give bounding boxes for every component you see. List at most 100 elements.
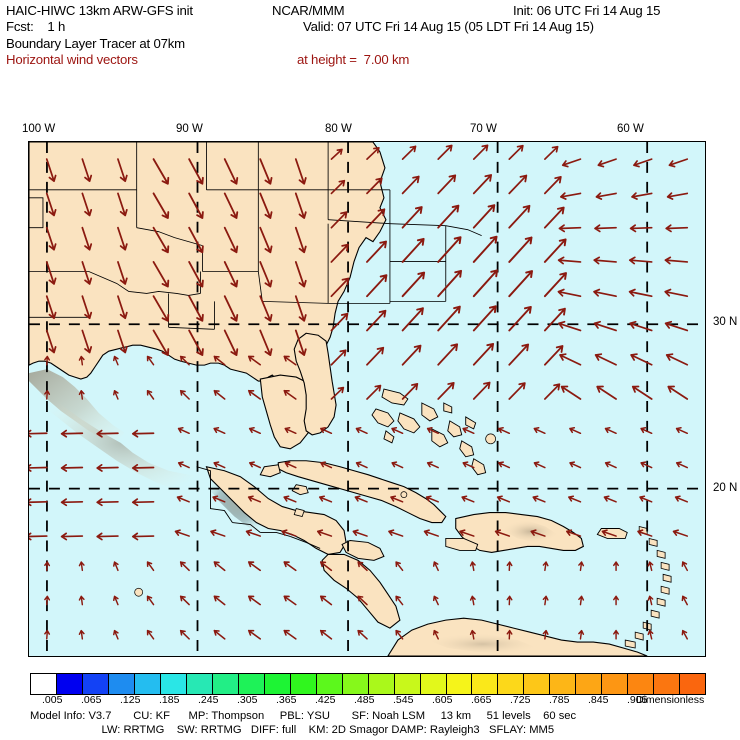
wind-vector xyxy=(508,382,526,400)
wind-vector xyxy=(357,595,368,606)
wind-vector xyxy=(117,329,128,354)
wind-vector xyxy=(437,174,457,195)
wind-vector xyxy=(506,629,513,640)
wind-vector xyxy=(469,561,476,572)
wind-vector xyxy=(294,295,307,322)
wind-vector xyxy=(131,429,155,438)
wind-vector xyxy=(146,595,155,606)
wind-vector xyxy=(543,206,565,229)
wind-vector xyxy=(44,561,51,572)
wind-vector xyxy=(561,158,582,168)
wind-vector xyxy=(388,529,404,537)
central-america-landmass xyxy=(205,465,347,555)
wind-vector xyxy=(81,192,93,217)
colorbar-tick-2: .125 xyxy=(120,694,141,706)
wind-vector xyxy=(631,192,653,200)
colorbar-cell-14 xyxy=(394,674,421,694)
cuba-west-tip xyxy=(259,464,281,478)
wind-vector xyxy=(117,295,128,320)
x-axis-label-70w: 70 W xyxy=(470,123,497,135)
wind-vector xyxy=(29,429,48,438)
map-canvas xyxy=(29,142,705,656)
cayman-islands xyxy=(293,508,305,518)
wind-vector xyxy=(366,309,387,332)
wind-vector xyxy=(318,495,333,503)
colorbar[interactable] xyxy=(30,673,706,695)
wind-vector xyxy=(188,329,204,356)
wind-vector xyxy=(319,595,333,606)
wind-vector xyxy=(508,174,528,195)
wind-vector xyxy=(177,427,190,435)
wind-vector xyxy=(508,236,533,263)
wind-vector xyxy=(131,463,155,472)
wind-vector xyxy=(179,561,190,572)
colorbar-cell-1 xyxy=(56,674,83,694)
wind-vector xyxy=(472,381,491,400)
wind-vector xyxy=(594,353,617,366)
wind-vector xyxy=(281,529,297,537)
wind-vector xyxy=(283,629,297,640)
wind-vector xyxy=(210,529,226,537)
wind-vector xyxy=(354,495,368,503)
florida-peninsula xyxy=(293,332,337,436)
wind-vector xyxy=(558,320,582,332)
wind-vector xyxy=(44,629,51,640)
colorbar-cell-17 xyxy=(472,674,499,694)
wind-vector xyxy=(294,192,307,219)
wind-vector xyxy=(425,495,439,503)
wind-vector xyxy=(437,269,462,298)
colorbar-tick-1: .065 xyxy=(81,694,102,706)
landmass-group xyxy=(29,142,672,656)
wind-vector xyxy=(603,495,617,503)
wind-vector xyxy=(117,226,128,251)
wind-vector xyxy=(81,158,93,183)
wind-vector xyxy=(391,461,404,469)
wind-vector xyxy=(566,529,582,537)
wind-vector xyxy=(179,389,190,400)
wind-vector xyxy=(213,595,226,606)
wind-vector xyxy=(559,192,582,200)
header-forecast-hour: Fcst: 1 h xyxy=(6,19,66,34)
wind-vector xyxy=(506,561,513,572)
colorbar-cell-15 xyxy=(420,674,447,694)
wind-vector xyxy=(188,261,204,288)
wind-vector xyxy=(152,192,170,219)
south-america-terrain xyxy=(427,634,538,655)
wind-vector xyxy=(437,343,459,366)
wind-vector xyxy=(472,342,495,366)
wind-vector xyxy=(78,629,85,640)
wind-vector xyxy=(629,320,653,332)
wind-vector xyxy=(432,561,439,572)
header-vector-desc: Horizontal wind vectors xyxy=(6,52,138,67)
wind-vector xyxy=(357,561,368,572)
wind-vector xyxy=(44,355,51,366)
map-panel[interactable] xyxy=(28,141,706,657)
wind-vector xyxy=(494,529,511,537)
wind-vector xyxy=(330,386,345,400)
wind-vector xyxy=(330,243,349,263)
wind-vector xyxy=(188,192,204,219)
wind-vector xyxy=(496,495,511,503)
wind-vector xyxy=(213,629,226,640)
wind-vector xyxy=(355,427,368,435)
wind-vector xyxy=(401,237,425,263)
colorbar-cell-25 xyxy=(680,674,706,694)
wind-vector xyxy=(569,461,582,469)
wind-vector xyxy=(177,461,190,469)
wind-vector xyxy=(437,144,453,160)
wind-vector xyxy=(113,629,119,640)
wind-vector xyxy=(330,349,347,366)
wind-vector xyxy=(45,192,57,217)
wind-vector xyxy=(543,238,567,263)
wind-vector xyxy=(665,224,689,233)
model-info-line-1: Model Info: V3.7 CU: KF MP: Thompson PBL… xyxy=(30,710,577,722)
colorbar-cell-0 xyxy=(31,674,57,694)
mexico-terrain-shading xyxy=(29,369,125,441)
wind-vector xyxy=(462,461,475,469)
wind-vector xyxy=(543,272,567,298)
wind-vector xyxy=(472,269,498,298)
wind-vector xyxy=(188,295,204,322)
bahamas-islands xyxy=(371,388,487,476)
wind-vector xyxy=(259,192,273,219)
wind-vector xyxy=(212,495,226,503)
